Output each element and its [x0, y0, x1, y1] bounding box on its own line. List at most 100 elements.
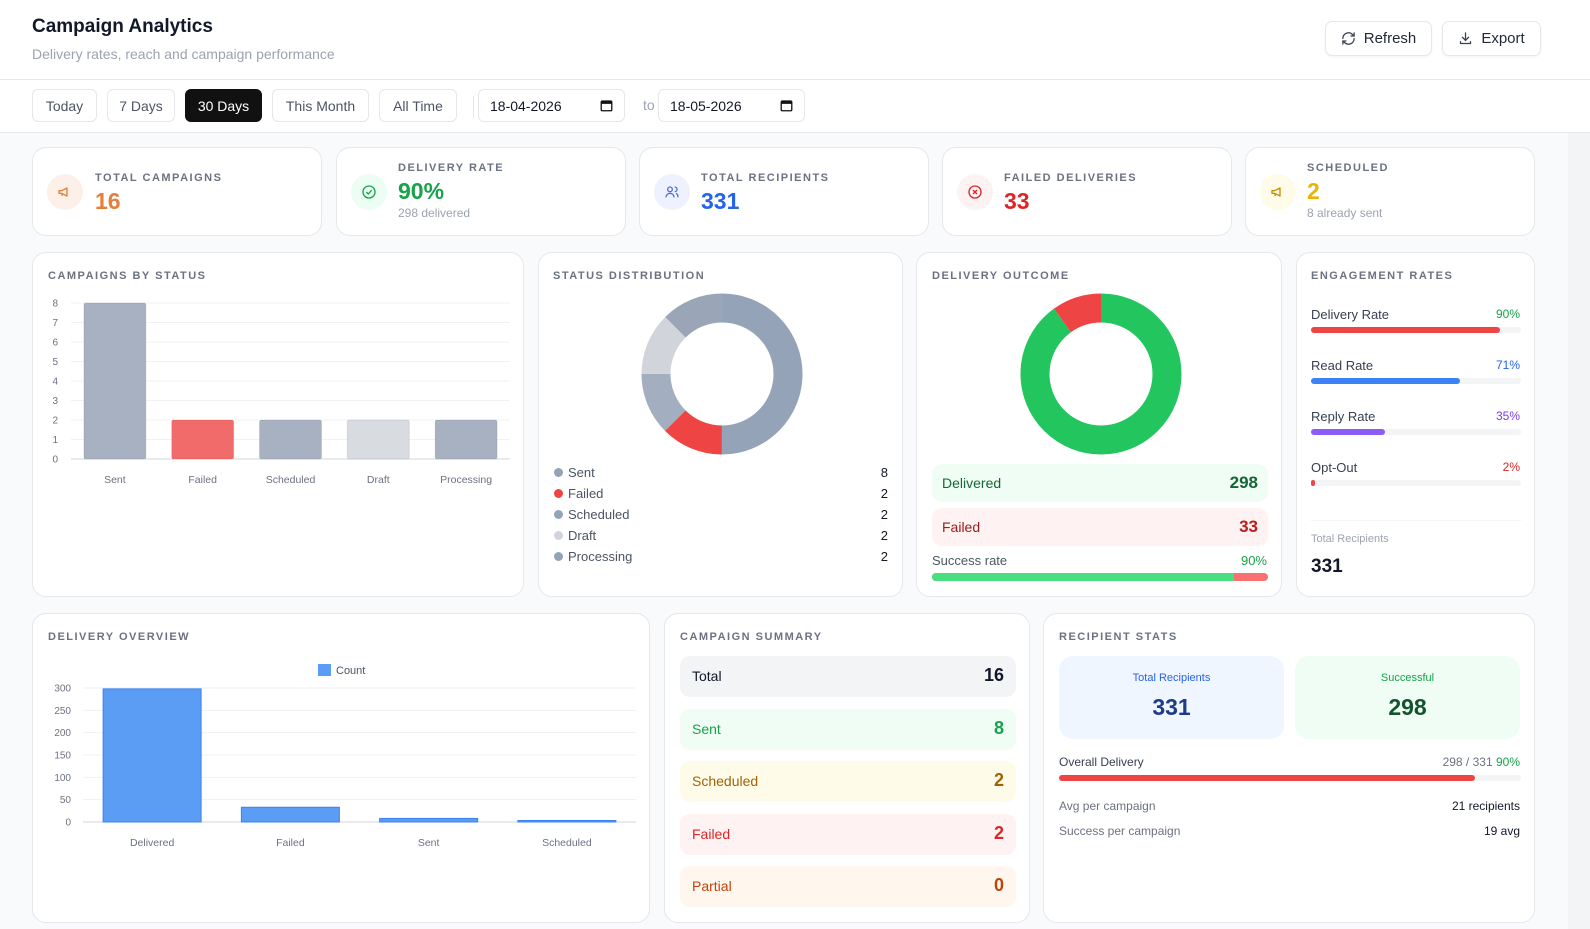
tile-value: 331 — [1152, 694, 1191, 720]
stat-value: 331 — [701, 188, 740, 214]
y-tick-label: 3 — [52, 396, 58, 407]
bar-processing[interactable] — [434, 419, 498, 460]
megaphone-icon — [1260, 174, 1296, 210]
engagement-bar-fill — [1311, 480, 1315, 486]
range-7days-button[interactable]: 7 Days — [107, 89, 175, 122]
donut-slice-failed[interactable] — [1020, 293, 1182, 455]
calendar-icon[interactable] — [600, 99, 613, 112]
calendar-icon[interactable] — [780, 99, 793, 112]
y-tick-label: 0 — [52, 455, 58, 466]
legend-swatch — [318, 664, 331, 676]
legend-dot — [554, 552, 563, 561]
stat-card-scheduled: Scheduled 2 8 already sent — [1245, 147, 1535, 236]
bar-scheduled[interactable] — [259, 419, 322, 460]
overall-delivery-value: 298 / 331 90% — [1443, 755, 1520, 769]
refresh-icon — [1341, 32, 1355, 45]
engagement-label: Read Rate — [1311, 358, 1374, 373]
date-range-separator: to — [643, 97, 655, 113]
date-from-input[interactable]: 18-04-2026 — [478, 89, 625, 122]
section-title: Campaign Summary — [680, 631, 823, 643]
success-rate-label: Success rate — [932, 553, 1008, 568]
bar-delivered[interactable] — [102, 688, 202, 823]
y-tick-label: 6 — [52, 338, 58, 349]
legend-label: Draft — [568, 528, 597, 543]
summary-label: Partial — [692, 878, 732, 894]
legend-value: 2 — [880, 486, 888, 501]
stat-label: Delivery Rate — [398, 162, 505, 174]
x-tick-label: Sent — [104, 474, 126, 486]
bar-sent[interactable] — [83, 302, 147, 460]
summary-value: 16 — [983, 665, 1004, 685]
engagement-label: Opt-Out — [1311, 460, 1358, 475]
engagement-pct: 2% — [1502, 460, 1520, 474]
summary-label: Sent — [692, 720, 721, 737]
campaigns-by-status-card: Campaigns by Status 0 1 2 3 4 5 6 7 8 Sent Failed S… — [32, 252, 524, 597]
stat-card-failed-deliveries: Failed Deliveries 33 — [942, 147, 1232, 236]
refresh-button[interactable]: Refresh — [1325, 21, 1432, 56]
success-rate-value: 90% — [1240, 553, 1267, 568]
engagement-label: Delivery Rate — [1311, 307, 1390, 322]
section-title: Delivery Overview — [48, 631, 191, 643]
section-title: Campaigns by Status — [48, 270, 207, 282]
delivered-row: Delivered 298 — [932, 464, 1268, 502]
total-recipients-value: 331 — [1311, 556, 1343, 577]
y-tick-label: 5 — [52, 357, 58, 368]
range-all-time-button[interactable]: All Time — [379, 89, 457, 122]
engagement-bar — [1311, 378, 1521, 384]
stat-label: Total Campaigns — [95, 172, 223, 184]
bar-sent[interactable] — [379, 817, 479, 823]
bar-scheduled[interactable] — [517, 820, 617, 823]
donut-slice-delivered[interactable] — [1020, 293, 1182, 455]
y-tick-label: 0 — [65, 818, 71, 829]
y-tick-label: 100 — [54, 773, 71, 784]
summary-value: 8 — [993, 717, 1004, 738]
bar-failed[interactable] — [240, 806, 340, 823]
y-tick-label: 300 — [54, 684, 71, 695]
legend-label: Count — [336, 665, 365, 677]
date-to-input[interactable]: 18-05-2026 — [658, 89, 805, 122]
overall-delivery-label: Overall Delivery — [1059, 755, 1144, 769]
successful-tile: Successful 298 — [1295, 656, 1520, 739]
y-tick-label: 7 — [52, 318, 58, 329]
x-tick-label: Scheduled — [266, 474, 316, 486]
stat-card-total-recipients: Total Recipients 331 — [639, 147, 929, 236]
donut-slice-scheduled[interactable] — [641, 293, 803, 455]
range-this-month-button[interactable]: This Month — [272, 89, 369, 122]
legend-value: 2 — [880, 549, 888, 564]
bar-draft[interactable] — [346, 419, 410, 460]
y-tick-label: 8 — [52, 299, 58, 310]
stat-label: Failed Deliveries — [1004, 172, 1138, 184]
scrollbar[interactable] — [1568, 133, 1590, 929]
donut-slice-processing[interactable] — [641, 293, 803, 455]
stat-card-total-campaigns: Total Campaigns 16 — [32, 147, 322, 236]
range-30days-button[interactable]: 30 Days — [185, 89, 262, 122]
summary-value: 2 — [993, 770, 1004, 790]
range-today-button[interactable]: Today — [32, 89, 97, 122]
engagement-bar-fill — [1311, 429, 1385, 435]
x-tick-label: Delivered — [130, 837, 175, 849]
x-tick-label: Draft — [367, 474, 390, 486]
failed-label: Failed — [942, 519, 981, 535]
bar-failed[interactable] — [171, 419, 235, 460]
delivery-overview-chart: 0 50 100 150 200 250 300 Count Delivered Failed Se… — [54, 664, 636, 849]
stat-value: 16 — [95, 188, 121, 214]
total-recipients-tile: Total Recipients 331 — [1059, 656, 1284, 739]
total-recipients-label: Total Recipients — [1311, 533, 1389, 545]
section-title: Engagement Rates — [1311, 270, 1454, 282]
section-title: Delivery Outcome — [932, 270, 1070, 282]
summary-label: Scheduled — [692, 773, 759, 789]
legend-dot — [554, 489, 563, 498]
delivery-outcome-card: Delivery Outcome Delivered 298 Failed 33… — [916, 252, 1282, 597]
status-donut-chart — [641, 293, 803, 455]
y-tick-label: 250 — [54, 706, 71, 717]
success-per-campaign-value: 19 avg — [1483, 824, 1520, 838]
stat-card-delivery-rate: Delivery Rate 90% 298 delivered — [336, 147, 626, 236]
users-icon — [654, 174, 690, 210]
engagement-pct: 35% — [1495, 409, 1520, 423]
x-tick-label: Sent — [418, 837, 440, 849]
export-button[interactable]: Export — [1442, 21, 1541, 56]
refresh-label: Refresh — [1363, 30, 1417, 47]
x-tick-label: Failed — [276, 837, 305, 849]
page-header: Campaign Analytics Delivery rates, reach… — [0, 0, 1590, 80]
engagement-pct: 71% — [1495, 358, 1520, 372]
